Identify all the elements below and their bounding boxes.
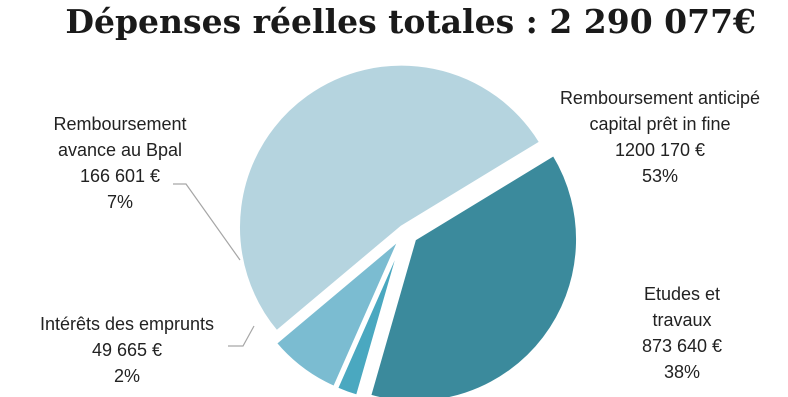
leader-line-3: [228, 325, 255, 347]
slice-label-line: avance au Bpal: [58, 140, 182, 160]
pie-slice-4: [273, 237, 402, 390]
slice-value: 873 640 €: [642, 336, 722, 356]
data-label-3: Intérêts des emprunts 49 665 € 2%: [40, 314, 214, 386]
slice-label-line: capital prêt in fine: [589, 114, 730, 134]
slice-label-line: Remboursement: [53, 114, 186, 134]
chart-title: Dépenses réelles totales : 2 290 077€: [65, 2, 756, 41]
data-label-2: Etudes et travaux 873 640 € 38%: [642, 284, 722, 382]
pie-slice-1: [237, 62, 543, 335]
pie-slice-3: [334, 238, 404, 397]
data-label-4: Remboursement avance au Bpal 166 601 € 7%: [53, 114, 186, 212]
slice-label-line: travaux: [652, 310, 711, 330]
slice-label-line: Etudes et: [644, 284, 720, 304]
slice-value: 49 665 €: [92, 340, 162, 360]
data-label-1: Remboursement anticipé capital prêt in fi…: [560, 88, 760, 186]
slice-percent: 7%: [107, 192, 133, 212]
leader-line-4: [173, 183, 241, 261]
slice-value: 1200 170 €: [615, 140, 705, 160]
slice-value: 166 601 €: [80, 166, 160, 186]
slice-percent: 2%: [114, 366, 140, 386]
slice-percent: 38%: [664, 362, 700, 382]
slice-label-line: Remboursement anticipé: [560, 88, 760, 108]
slice-label-line: Intérêts des emprunts: [40, 314, 214, 334]
slice-percent: 53%: [642, 166, 678, 186]
pie-slice-2: [367, 152, 579, 397]
